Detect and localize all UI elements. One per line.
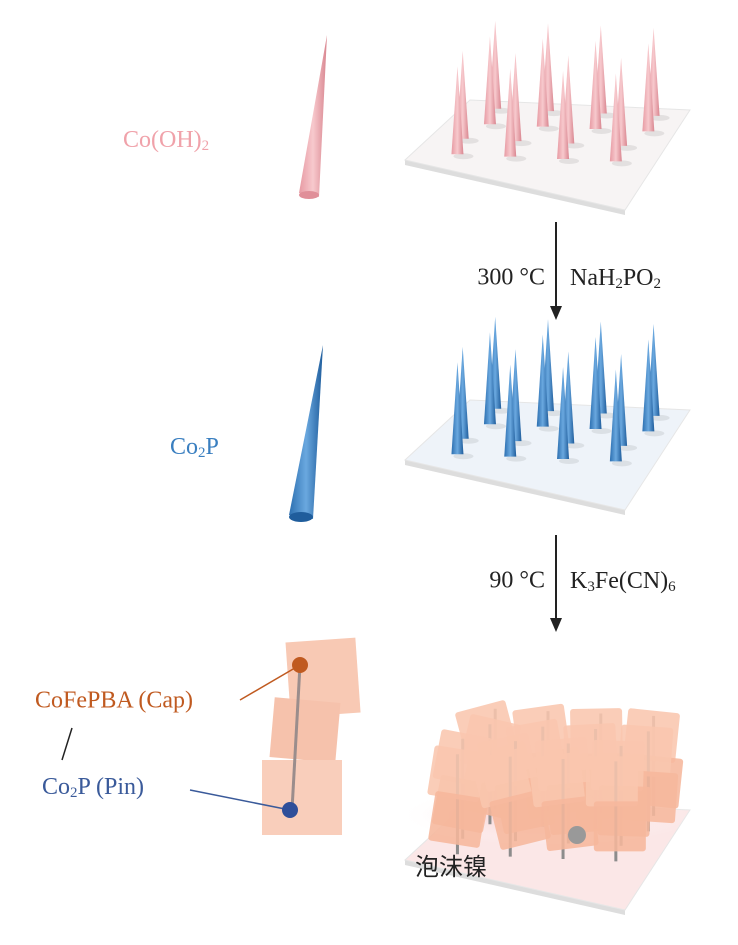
- single-pink-cone: [299, 35, 327, 197]
- cone-shadow: [538, 425, 559, 432]
- cone-shadow: [611, 460, 632, 467]
- cone-shadow: [506, 455, 527, 462]
- cone-shadow: [491, 407, 512, 414]
- cube: [428, 791, 487, 848]
- text-part: 6: [668, 579, 676, 595]
- text-part: Fe(CN): [595, 568, 668, 594]
- cone: [483, 36, 496, 125]
- cone-shadow: [617, 444, 638, 451]
- single-composite: [262, 637, 361, 835]
- cone-shadow: [591, 128, 612, 134]
- text-part: 2: [198, 445, 206, 461]
- cone-shadow: [649, 414, 670, 421]
- text-part: Co: [42, 774, 70, 800]
- text-part: 3: [587, 579, 595, 595]
- cone: [504, 364, 517, 457]
- cone-shadow: [544, 110, 564, 117]
- text-part: Co(OH): [123, 127, 202, 153]
- cone-shadow: [544, 410, 564, 417]
- cone-shadow: [596, 112, 617, 119]
- cone-shadow: [458, 437, 479, 444]
- cone-shadow: [559, 458, 580, 464]
- cube: [593, 801, 646, 852]
- cone-shadow: [453, 153, 474, 160]
- cone-shadow: [511, 440, 532, 447]
- step-reagent: K3Fe(CN)6: [570, 568, 676, 596]
- text-part: 2: [70, 785, 78, 801]
- stage-label: Co(OH)2: [123, 127, 209, 155]
- cone-shadow: [511, 140, 532, 147]
- cone: [504, 68, 517, 157]
- plate-side: [405, 860, 625, 915]
- step-temperature: 90 °C: [489, 568, 545, 594]
- cone: [557, 71, 570, 159]
- cone-shadow: [485, 123, 506, 130]
- cone: [642, 43, 655, 132]
- cone-shadow: [611, 160, 632, 167]
- cone-shadow: [559, 158, 580, 164]
- text-part: 2: [615, 276, 623, 292]
- cone-shadow: [591, 428, 612, 434]
- cube: [427, 745, 486, 803]
- step-reagent: NaH2PO2: [570, 265, 661, 293]
- cone: [609, 73, 622, 162]
- cube: [585, 756, 638, 807]
- text-part: K: [570, 568, 588, 594]
- cone-shadow: [538, 125, 559, 132]
- cone: [589, 337, 602, 429]
- cone-shadow: [596, 412, 617, 419]
- cone-base: [299, 191, 319, 199]
- cone-shadow: [485, 423, 506, 430]
- single-blue-cone: [289, 345, 323, 519]
- cone: [642, 339, 655, 432]
- text-part: 2: [202, 138, 210, 154]
- cone-shadow: [453, 453, 474, 460]
- plate-side: [405, 160, 625, 215]
- cone-shadow: [506, 155, 527, 162]
- cone-shadow: [458, 137, 479, 144]
- text-part: NaH: [570, 265, 615, 291]
- stage-label: Co2P: [170, 434, 219, 462]
- substrate-dot: [568, 826, 586, 844]
- cone-shadow: [564, 142, 585, 149]
- plate-side: [405, 460, 625, 515]
- cap-label: CoFePBA (Cap): [35, 688, 193, 714]
- cone: [451, 66, 464, 155]
- cone: [609, 369, 622, 462]
- cone-shadow: [617, 144, 638, 151]
- cube: [528, 751, 586, 808]
- cone-shadow: [644, 430, 665, 437]
- cone-base: [289, 512, 313, 522]
- step-temperature: 300 °C: [477, 265, 545, 291]
- cone: [536, 334, 549, 427]
- cone-shadow: [564, 442, 585, 449]
- pin-label: Co2P (Pin): [42, 774, 144, 802]
- cone: [483, 332, 496, 425]
- text-part: Co: [170, 434, 198, 460]
- substrate-label: 泡沫镍: [415, 853, 487, 881]
- cone-shadow: [649, 114, 670, 121]
- text-part: 2: [654, 276, 662, 292]
- cone: [557, 367, 570, 459]
- cube: [470, 748, 533, 809]
- arrows: [550, 222, 562, 632]
- cone-shadow: [644, 130, 665, 137]
- cone: [536, 38, 549, 127]
- cone-shadow: [491, 107, 512, 114]
- text-part: P (Pin): [78, 774, 144, 800]
- cone: [451, 362, 464, 455]
- text-part: PO: [623, 265, 654, 291]
- text-part: P: [206, 434, 219, 460]
- cone: [589, 41, 602, 129]
